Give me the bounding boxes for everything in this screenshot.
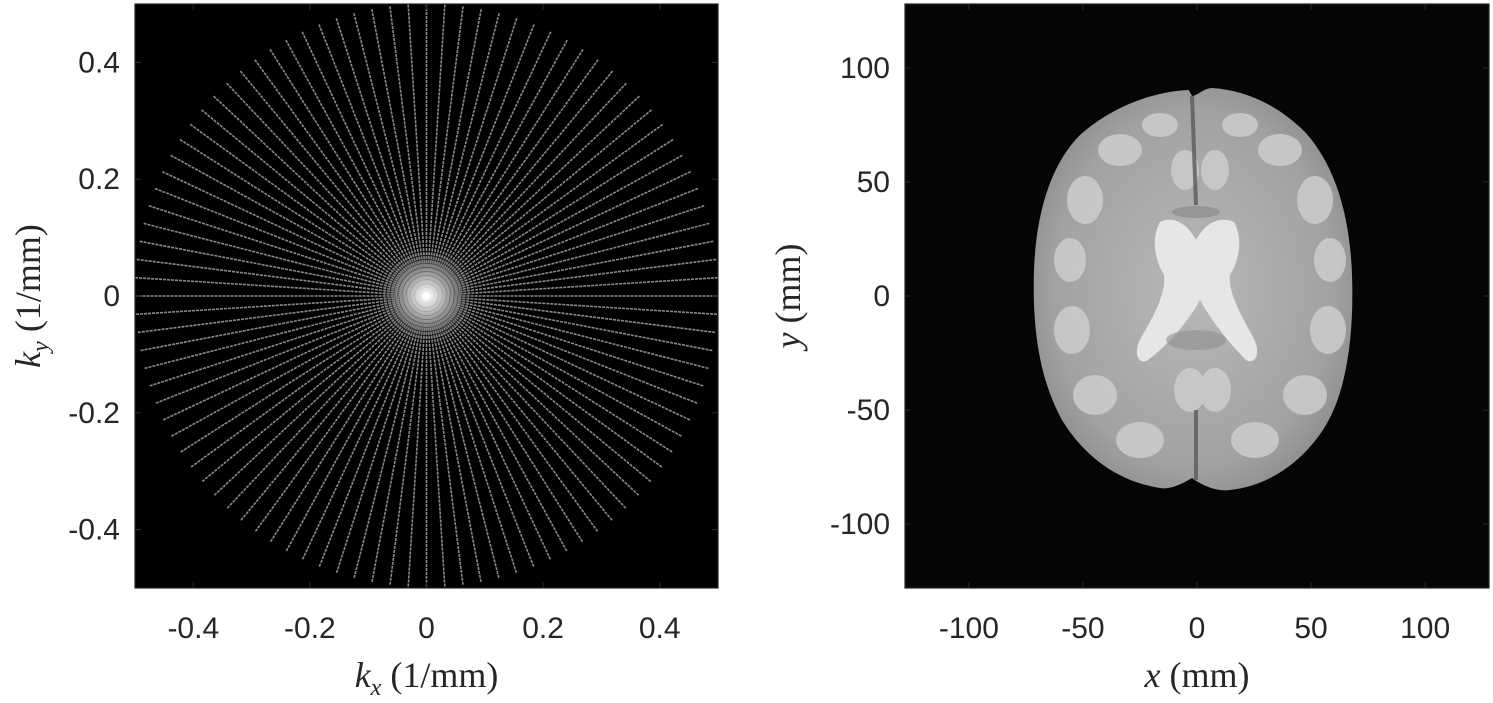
x-tick-label: 0 xyxy=(1189,612,1206,645)
brain-splenium xyxy=(1166,330,1226,350)
kspace-panel: -0.4 -0.2 0 0.2 0.4 0.40.20-0.2-0.4 kx (1/mm… xyxy=(8,4,719,698)
x-tick-label: 0.4 xyxy=(639,612,681,645)
x-tick-label: 0.2 xyxy=(522,612,564,645)
ky-sub: y xyxy=(28,341,54,354)
ky-var: k xyxy=(8,351,48,368)
kx-unit: (1/mm) xyxy=(381,655,498,695)
ky-unit: (1/mm) xyxy=(8,224,48,341)
x-tick-label: -0.4 xyxy=(167,612,219,645)
y-tick-label: 0.4 xyxy=(78,46,120,79)
y-tick-label: 100 xyxy=(840,52,890,85)
x-tick-label: -100 xyxy=(939,612,999,645)
kspace-dc-point xyxy=(423,292,431,300)
y-tick-label: -100 xyxy=(830,508,890,541)
y-tick-label: -0.2 xyxy=(68,397,120,430)
kx-sub: x xyxy=(370,675,382,698)
y-tick-label: 0 xyxy=(103,280,120,313)
y-var: y xyxy=(768,332,808,351)
x-tick-label: 100 xyxy=(1400,612,1450,645)
x-unit: (mm) xyxy=(1161,655,1250,695)
x-tick-label: -50 xyxy=(1061,612,1104,645)
brain-y-axis-label: y (mm) xyxy=(768,244,808,352)
brain-septum xyxy=(1172,206,1220,218)
brain-panel: -100 -50 0 50 100 100 50 0 -50 -100 x (mm) y (mm… xyxy=(768,4,1489,695)
y-tick-label: 0 xyxy=(873,280,890,313)
x-tick-label: 50 xyxy=(1294,612,1327,645)
y-tick-label: -50 xyxy=(847,394,890,427)
x-tick-label: -0.2 xyxy=(284,612,336,645)
y-unit: (mm) xyxy=(768,244,808,333)
y-tick-label: 50 xyxy=(857,166,890,199)
kspace-x-axis-label: kx (1/mm) xyxy=(355,655,499,698)
brain-x-axis-label: x (mm) xyxy=(1144,655,1250,695)
brain-image xyxy=(1034,88,1353,490)
kspace-y-axis-label: ky (1/mm) xyxy=(8,224,54,368)
x-tick-label: 0 xyxy=(418,612,435,645)
kx-var: k xyxy=(355,655,372,695)
y-tick-label: -0.4 xyxy=(68,514,120,547)
x-var: x xyxy=(1144,655,1161,695)
y-tick-label: 0.2 xyxy=(78,163,120,196)
